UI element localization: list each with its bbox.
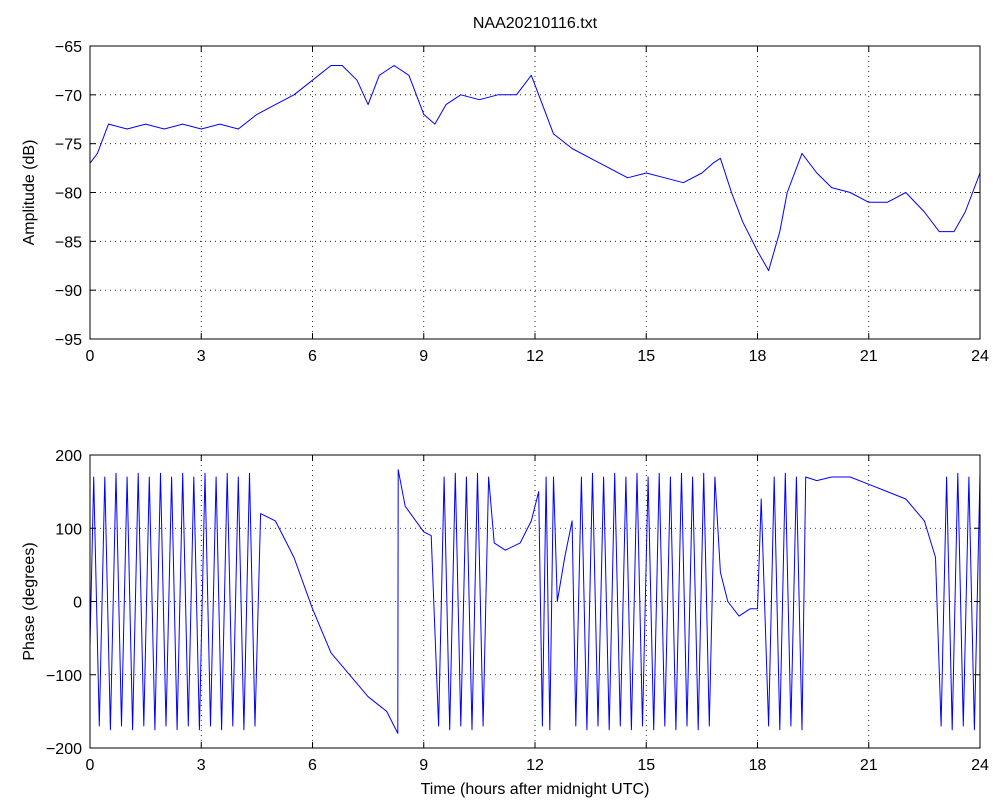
amplitude-x-tick-label: 0 [86,348,95,365]
amplitude-y-tick-label: −85 [55,234,82,251]
figure-title: NAA20210116.txt [473,15,598,32]
amplitude-y-tick-label: −95 [55,332,82,349]
phase-y-tick-label: 0 [73,595,82,612]
amplitude-x-tick-label: 15 [637,348,655,365]
phase-ticks: 0 3 6 9 12 15 18 21 24 −200 −100 0 100 200 [46,448,989,774]
phase-y-tick-label: −200 [46,741,82,758]
amplitude-x-tick-label: 24 [971,348,989,365]
phase-y-tick-label: 100 [55,521,82,538]
phase-x-tick-label: 15 [637,757,655,774]
amplitude-y-tick-label: −65 [55,39,82,56]
amplitude-y-tick-label: −80 [55,186,82,203]
phase-x-tick-label: 9 [419,757,428,774]
phase-series-line [89,469,981,734]
amplitude-x-tick-label: 21 [860,348,878,365]
phase-x-tick-label: 12 [526,757,544,774]
phase-series-group [89,469,981,734]
phase-x-tick-label: 24 [971,757,989,774]
phase-x-tick-label: 0 [86,757,95,774]
amplitude-y-tick-label: −70 [55,88,82,105]
phase-x-tick-label: 21 [860,757,878,774]
amplitude-x-tick-label: 6 [308,348,317,365]
phase-ylabel: Phase (degrees) [21,542,38,660]
amplitude-y-tick-label: −90 [55,283,82,300]
amplitude-x-tick-label: 9 [419,348,428,365]
amplitude-x-tick-label: 3 [197,348,206,365]
phase-x-tick-label: 3 [197,757,206,774]
amplitude-x-tick-label: 18 [749,348,767,365]
phase-y-tick-label: 200 [55,448,82,465]
amplitude-series-line [89,65,981,272]
phase-plot: 0 3 6 9 12 15 18 21 24 −200 −100 0 100 200 Phase (deg… [21,448,989,798]
amplitude-ticks: 0 3 6 9 12 15 18 21 24 −95 −90 −85 −80 −75 −70 −65 [55,39,989,365]
amplitude-ylabel: Amplitude (dB) [21,140,38,246]
phase-x-tick-label: 6 [308,757,317,774]
phase-y-tick-label: −100 [46,668,82,685]
amplitude-plot: 0 3 6 9 12 15 18 21 24 −95 −90 −85 −80 −75 −70 −65 Ampl… [21,39,989,365]
phase-grid [90,455,980,748]
amplitude-x-tick-label: 12 [526,348,544,365]
amplitude-y-tick-label: −75 [55,137,82,154]
phase-xlabel: Time (hours after midnight UTC) [421,781,650,798]
amplitude-grid [90,46,980,339]
phase-x-tick-label: 18 [749,757,767,774]
amplitude-series-group [89,65,981,272]
